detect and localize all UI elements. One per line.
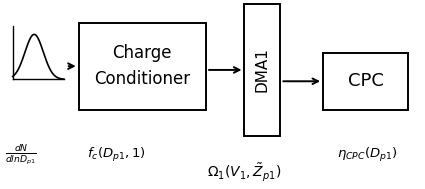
Text: DMA1: DMA1 — [255, 47, 270, 92]
Text: Conditioner: Conditioner — [94, 70, 190, 88]
Text: Charge: Charge — [113, 44, 172, 62]
Text: CPC: CPC — [348, 72, 383, 90]
Text: $\eta_{CPC}(D_{p1})$: $\eta_{CPC}(D_{p1})$ — [337, 146, 398, 164]
Bar — [244, 4, 280, 136]
Bar — [323, 53, 408, 110]
Text: $f_c(D_{p1},1)$: $f_c(D_{p1},1)$ — [88, 146, 146, 164]
Text: $\Omega_1(V_1, \tilde{Z}_{p1})$: $\Omega_1(V_1, \tilde{Z}_{p1})$ — [207, 161, 282, 183]
Text: $\frac{dN}{dlnD_{p1}}$: $\frac{dN}{dlnD_{p1}}$ — [5, 143, 37, 167]
Bar — [79, 23, 206, 110]
